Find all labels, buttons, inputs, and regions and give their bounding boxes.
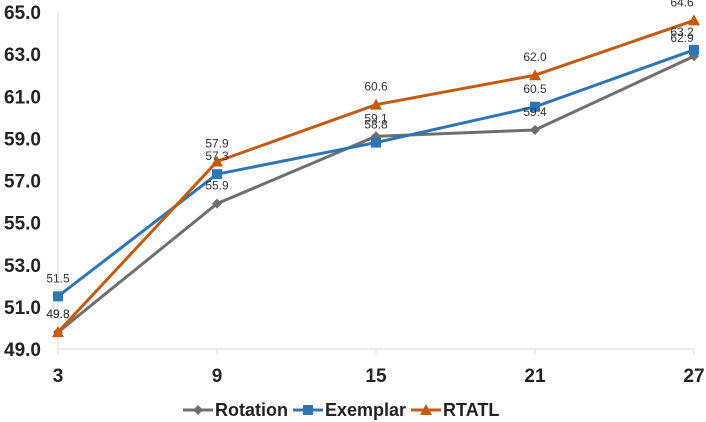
data-label-exemplar: 58.8 — [364, 118, 388, 132]
x-tick-label: 3 — [53, 366, 64, 387]
series-line-rtatl — [56, 19, 695, 334]
series-line-rotation — [57, 54, 695, 334]
y-tick-label: 49.0 — [4, 340, 41, 361]
point-rtatl — [370, 98, 382, 110]
x-tick-label: 9 — [212, 366, 223, 387]
legend-marker-rtatl — [420, 404, 433, 415]
legend-item-exemplar: Exemplar — [292, 400, 406, 420]
series-rotation — [53, 51, 699, 338]
y-tick-label: 63.0 — [4, 45, 41, 66]
data-label-rtatl: 57.9 — [205, 137, 229, 151]
point-exemplar — [689, 44, 699, 55]
chart-legend: Rotation Exemplar RTATL — [183, 400, 499, 420]
data-label-rtatl: 60.6 — [364, 80, 388, 94]
y-tick-label: 59.0 — [4, 129, 41, 150]
legend-item-rotation: Rotation — [183, 400, 288, 420]
point-rotation — [212, 198, 222, 209]
point-exemplar — [53, 291, 63, 302]
y-tick-label: 65.0 — [4, 3, 41, 24]
x-tick-label: 15 — [365, 366, 387, 387]
data-label-rotation: 62.9 — [670, 31, 694, 45]
data-label-exemplar: 57.3 — [205, 149, 229, 163]
data-label-exemplar: 60.5 — [523, 82, 547, 96]
x-tick-label: 27 — [683, 366, 704, 387]
data-label-rtatl: 49.8 — [46, 307, 70, 321]
data-label-rotation: 55.9 — [205, 179, 229, 193]
y-tick-label: 51.0 — [4, 298, 41, 319]
series-exemplar — [53, 44, 699, 302]
x-axis-ticks: 3 9 15 21 27 — [53, 349, 705, 387]
y-tick-label: 55.0 — [4, 214, 41, 235]
data-label-rotation: 49.8 — [46, 307, 70, 321]
y-axis-ticks: 49.0 51.0 53.0 55.0 57.0 59.0 61.0 63.0 65.0 — [4, 3, 41, 361]
data-label-rotation: 59.1 — [364, 111, 388, 125]
data-label-exemplar: 63.2 — [670, 25, 694, 39]
chart-axes — [57, 12, 694, 350]
data-label-exemplar: 51.5 — [46, 271, 70, 285]
point-rtatl — [529, 69, 541, 81]
data-label-rotation: 59.4 — [523, 105, 547, 119]
point-exemplar — [212, 169, 222, 180]
point-rtatl — [688, 14, 700, 26]
series-rtatl — [52, 14, 700, 338]
legend-marker-exemplar — [302, 405, 313, 415]
y-tick-label: 61.0 — [4, 87, 41, 108]
point-rtatl — [211, 155, 223, 167]
point-rotation — [530, 124, 540, 135]
legend-item-rtatl: RTATL — [411, 400, 499, 420]
y-tick-label: 57.0 — [4, 172, 41, 193]
legend-label-rtatl: RTATL — [443, 400, 499, 420]
data-label-rtatl: 64.6 — [670, 0, 694, 9]
legend-label-exemplar: Exemplar — [325, 400, 406, 420]
legend-label-rotation: Rotation — [215, 400, 288, 420]
legend-marker-rotation — [193, 405, 203, 415]
point-exemplar — [530, 101, 540, 112]
point-rtatl — [52, 326, 64, 338]
y-tick-label: 53.0 — [4, 256, 41, 277]
x-tick-label: 21 — [524, 366, 546, 387]
data-labels: 49.8 55.9 59.1 59.4 62.9 51.5 57.3 58.8 60.5 63.2… — [46, 0, 694, 321]
point-exemplar — [371, 137, 381, 148]
data-label-rtatl: 62.0 — [523, 50, 547, 64]
chart-series — [52, 14, 700, 338]
